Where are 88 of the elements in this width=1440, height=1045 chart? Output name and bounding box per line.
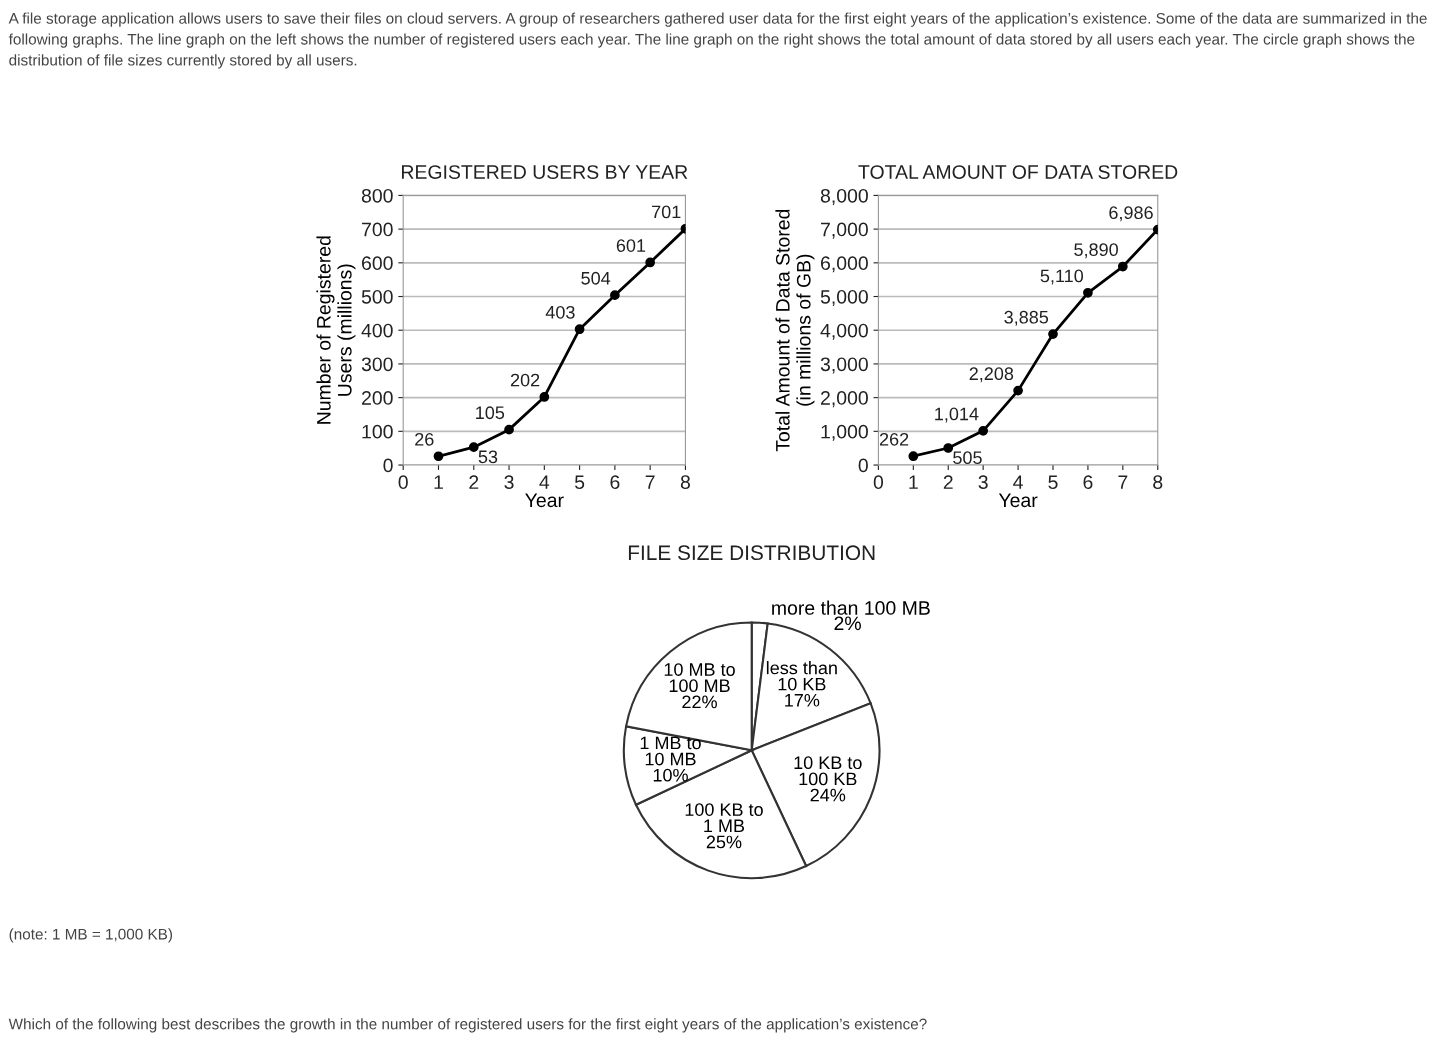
slice-label: 1 MB to 10 MB xyxy=(640,736,701,766)
y-tick-label: 500 xyxy=(361,289,393,304)
y-tick-label: 400 xyxy=(361,323,393,338)
data-label: 701 xyxy=(652,205,681,219)
data-label: 403 xyxy=(545,305,575,319)
data-label: 10% xyxy=(653,768,688,782)
y-tick-label: 2,000 xyxy=(821,391,868,408)
data-label: 5,110 xyxy=(1040,269,1084,285)
data-label: 53 xyxy=(478,450,498,464)
chart-title: TOTAL AMOUNT OF DATA STORED xyxy=(858,165,1178,179)
slice-label: 100 KB to 1 MB xyxy=(685,803,763,832)
slice-label: less than 10 KB xyxy=(766,661,837,691)
point xyxy=(943,443,954,453)
point xyxy=(1048,329,1058,339)
x-tick-label: 7 xyxy=(1118,475,1128,489)
data-label: 601 xyxy=(616,239,646,252)
data-label: 262 xyxy=(879,432,909,446)
x-tick-label: 5 xyxy=(1048,475,1058,490)
y-tick-label: 700 xyxy=(362,222,393,237)
y-tick-label: 800 xyxy=(361,188,393,203)
x-tick-label: 4 xyxy=(1013,475,1023,489)
x-tick-label: 8 xyxy=(1153,475,1163,490)
x-tick-label: 0 xyxy=(398,475,408,490)
point xyxy=(574,324,585,335)
x-tick-label: 3 xyxy=(504,475,514,490)
point xyxy=(1083,287,1093,298)
data-label: 2,208 xyxy=(969,367,1014,383)
x-tick-label: 0 xyxy=(873,475,884,490)
y-axis-title: Total Amount of Data Stored (in millions of GB) xyxy=(775,209,815,452)
y-tick-label: 0 xyxy=(383,458,393,473)
data-label: 26 xyxy=(415,432,434,446)
text: A file storage application allows users to save their files on cloud servers. A group of researchers gathered user data for the first eight years of the application’s existence. Some of the data are summarized in the following graphs. The line graph on the left shows the number of registered users each year. The line graph on the right shows the total amount of data stored by all users each year. The circle graph shows the distribution of file sizes currently stored by all users. xyxy=(8,12,1427,69)
data-label: 105 xyxy=(476,406,505,420)
y-tick-label: 200 xyxy=(362,391,393,405)
x-tick-label: 1 xyxy=(434,475,443,489)
data-label: 202 xyxy=(510,373,540,387)
slice-label: 10 KB to 100 KB xyxy=(794,756,862,786)
x-tick-label: 7 xyxy=(645,475,655,489)
y-tick-label: 600 xyxy=(362,256,393,271)
data-label: 24% xyxy=(810,788,846,802)
data-label: 6,986 xyxy=(1109,206,1153,222)
x-tick-label: 2 xyxy=(469,475,479,489)
x-tick-label: 8 xyxy=(680,475,690,490)
y-tick-label: 1,000 xyxy=(821,424,868,441)
point xyxy=(978,425,989,436)
y-axis-title: Number of Registered Users (millions) xyxy=(316,236,356,424)
x-axis-title: Year xyxy=(998,493,1038,508)
data-label: 3,885 xyxy=(1004,310,1049,326)
data-label: 2% xyxy=(834,616,861,631)
slice-label: more than 100 MB xyxy=(772,600,930,615)
x-tick-label: 3 xyxy=(978,475,988,490)
y-tick-label: 7,000 xyxy=(821,222,868,239)
y-tick-label: 5,000 xyxy=(820,289,868,307)
y-tick-label: 0 xyxy=(858,458,868,473)
point xyxy=(1117,261,1128,272)
point xyxy=(539,392,550,402)
data-label: 22% xyxy=(682,695,717,709)
y-tick-label: 3,000 xyxy=(820,357,868,374)
x-tick-label: 6 xyxy=(1083,475,1093,490)
x-axis-title: Year xyxy=(525,493,564,508)
y-tick-label: 300 xyxy=(361,357,393,372)
y-tick-label: 6,000 xyxy=(821,256,868,273)
point xyxy=(645,257,656,268)
x-tick-label: 4 xyxy=(539,475,550,489)
data-label: 5,890 xyxy=(1074,243,1118,259)
x-tick-label: 6 xyxy=(610,475,620,490)
data-label: 17% xyxy=(785,693,820,707)
y-tick-label: 100 xyxy=(362,424,393,439)
data-label: 25% xyxy=(706,835,742,849)
text: Which of the following best describes the growth in the number of registered users for the first eight years of the application’s existence? xyxy=(8,1018,927,1033)
chart-title: REGISTERED USERS BY YEAR xyxy=(402,165,688,179)
slice-label: 10 MB to 100 MB xyxy=(664,663,735,693)
x-tick-label: 1 xyxy=(909,475,918,489)
point xyxy=(468,442,479,453)
text: (note: 1 MB = 1,000 KB) xyxy=(9,928,173,943)
data-label: 504 xyxy=(581,271,611,285)
point xyxy=(908,451,919,462)
x-tick-label: 5 xyxy=(574,475,585,490)
point xyxy=(1013,385,1023,396)
y-tick-label: 8,000 xyxy=(820,188,868,205)
point xyxy=(610,290,620,301)
x-tick-label: 2 xyxy=(943,475,953,489)
data-label: 1,014 xyxy=(935,407,979,423)
point xyxy=(433,451,444,462)
data-label: 505 xyxy=(953,451,982,465)
y-tick-label: 4,000 xyxy=(820,323,868,340)
chart-title: FILE SIZE DISTRIBUTION xyxy=(628,545,875,561)
point xyxy=(504,424,514,435)
